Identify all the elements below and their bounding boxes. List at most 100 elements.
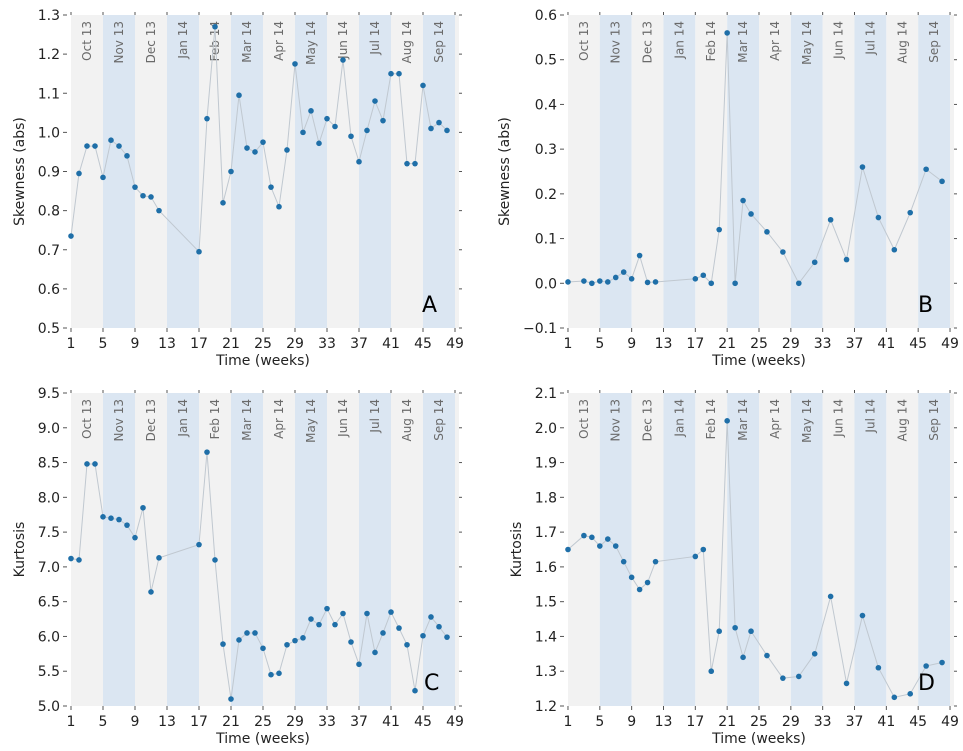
data-point <box>628 276 635 282</box>
series-line <box>70 26 448 253</box>
x-tick-label: 33 <box>814 714 832 730</box>
data-point <box>108 515 114 521</box>
data-point <box>220 641 226 647</box>
data-point <box>565 546 571 553</box>
data-point <box>276 670 282 677</box>
month-label: Sep 14 <box>927 399 941 441</box>
y-tick-label: 0.8 <box>38 204 60 220</box>
panel-d: Oct 13 Nov 13 Dec 13 Jan 14 Feb 14 Mar 14 Apr … <box>509 386 959 747</box>
data-point <box>380 630 386 636</box>
x-tick-label: 21 <box>718 714 736 730</box>
x-tick-label: 5 <box>99 336 108 352</box>
x-tick-label: 5 <box>595 336 604 352</box>
data-point <box>108 137 114 143</box>
panel-letter: B <box>918 293 933 318</box>
data-point <box>332 621 338 628</box>
month-label: Jul 14 <box>863 21 877 56</box>
y-tick-label: 0.9 <box>38 165 60 181</box>
data-point <box>907 209 914 216</box>
x-tick-label: 1 <box>67 714 76 730</box>
data-point <box>796 673 802 680</box>
data-point <box>332 123 338 130</box>
data-point <box>396 625 402 631</box>
x-tick-label: 37 <box>846 714 864 730</box>
month-band <box>759 393 791 706</box>
data-point <box>268 671 274 678</box>
y-tick-label: 1.4 <box>535 629 557 645</box>
y-tick-label: 1.3 <box>38 8 60 24</box>
month-label: Jan 14 <box>176 399 190 438</box>
x-tick-label: 29 <box>782 714 800 730</box>
data-point <box>811 259 818 266</box>
x-tick-label: 17 <box>686 336 704 352</box>
y-tick-label: 1.7 <box>535 525 557 541</box>
data-point <box>372 649 378 656</box>
x-tick-label: 1 <box>564 336 573 352</box>
y-tick-label: 0.4 <box>535 97 557 113</box>
x-tick-label: 5 <box>595 714 604 730</box>
y-tick-label: 7.5 <box>38 525 60 541</box>
data-point <box>700 546 707 553</box>
y-tick-label: 2.1 <box>535 386 557 402</box>
panel-a: Oct 13 Nov 13 Dec 13 Jan 14 Feb 14 Mar 14 Apr … <box>12 8 464 369</box>
x-tick-label: 29 <box>286 336 304 352</box>
data-point <box>597 543 603 549</box>
data-point <box>404 641 410 648</box>
month-label: Apr 14 <box>768 21 782 61</box>
x-tick-label: 17 <box>190 714 208 730</box>
month-label: Oct 13 <box>80 399 94 439</box>
data-point <box>939 178 945 185</box>
month-label: May 14 <box>304 399 318 443</box>
x-axis-label: Time (weeks) <box>711 353 806 369</box>
x-tick-label: 9 <box>627 714 636 730</box>
y-tick-label: 0.5 <box>535 53 557 69</box>
data-point <box>827 593 834 600</box>
data-point <box>859 612 866 619</box>
y-tick-label: 0.5 <box>38 321 60 337</box>
y-axis-label: Kurtosis <box>509 522 525 578</box>
data-point <box>260 645 266 652</box>
month-label: May 14 <box>800 399 814 443</box>
y-tick-label: 0.2 <box>535 187 557 203</box>
x-tick-label: 49 <box>446 336 464 352</box>
y-tick-label: 0.3 <box>535 142 557 158</box>
x-tick-label: 33 <box>814 336 832 352</box>
month-band <box>455 393 459 706</box>
data-point <box>652 558 659 565</box>
data-point <box>148 194 154 200</box>
x-tick-label: 33 <box>318 714 336 730</box>
data-point <box>116 143 122 149</box>
data-point <box>284 641 290 648</box>
month-band <box>295 15 327 328</box>
data-point <box>604 536 611 542</box>
data-point <box>636 586 643 593</box>
data-point <box>843 256 850 263</box>
data-point <box>228 696 234 702</box>
data-point <box>148 589 154 595</box>
data-point <box>581 278 587 284</box>
data-point <box>92 461 98 467</box>
x-tick-label: 25 <box>750 336 768 352</box>
data-point <box>268 184 274 190</box>
x-tick-label: 41 <box>877 336 895 352</box>
month-band <box>391 15 423 328</box>
data-point <box>708 668 715 675</box>
y-tick-label: 1.9 <box>535 456 557 472</box>
data-point <box>308 108 314 114</box>
x-tick-label: 45 <box>909 714 927 730</box>
month-label: Dec 13 <box>144 21 158 63</box>
panel-letter: C <box>424 671 439 696</box>
month-band <box>599 393 632 706</box>
month-label: Sep 14 <box>432 399 446 441</box>
data-point <box>116 516 122 523</box>
month-label: Jun 14 <box>832 399 846 438</box>
month-label: Aug 14 <box>400 21 414 64</box>
data-point <box>140 504 146 511</box>
data-point <box>252 149 258 155</box>
y-tick-label: 1.5 <box>535 595 557 611</box>
month-label: Jan 14 <box>176 21 190 60</box>
x-tick-label: 33 <box>318 336 336 352</box>
data-point <box>348 639 354 645</box>
data-point <box>388 609 394 615</box>
